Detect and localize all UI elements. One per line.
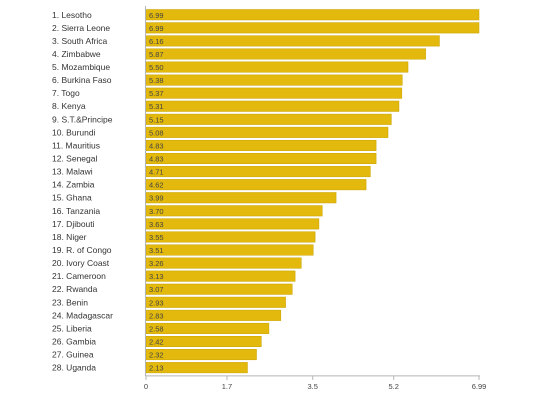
bar-value-label: 3.99 — [149, 194, 164, 203]
category-label: 23. Benin — [52, 297, 88, 307]
category-label: 27. Guinea — [52, 350, 94, 360]
bar-value-label: 5.87 — [149, 50, 164, 59]
bar-value-label: 3.51 — [149, 246, 164, 255]
bar-value-label: 2.58 — [149, 324, 164, 333]
bar-value-label: 2.32 — [149, 351, 164, 360]
bar-value-label: 5.08 — [149, 128, 164, 137]
bar-value-label: 6.99 — [149, 11, 164, 20]
bar[interactable] — [145, 296, 286, 308]
bar-value-label: 6.99 — [149, 24, 164, 33]
category-label: 11. Mauritius — [52, 140, 100, 150]
bar-value-label: 5.31 — [149, 102, 164, 111]
bar[interactable] — [145, 322, 270, 334]
bars: 1. Lesotho 6.99 2. Sierra Leone 6.99 3. Sout… — [52, 9, 480, 374]
bar[interactable] — [145, 309, 282, 321]
category-label: 4. Zimbabwe — [52, 49, 101, 59]
bar-value-label: 5.15 — [149, 115, 164, 124]
category-label: 19. R. of Congo — [52, 245, 112, 255]
bar[interactable] — [145, 231, 316, 243]
bar[interactable] — [145, 283, 293, 295]
bar-value-label: 4.71 — [149, 168, 164, 177]
bar[interactable] — [145, 48, 426, 60]
bar-value-label: 5.50 — [149, 63, 164, 72]
x-tick-label: 0 — [144, 382, 148, 391]
category-label: 26. Gambia — [52, 337, 96, 347]
category-label: 16. Tanzania — [52, 206, 100, 216]
category-label: 2. Sierra Leone — [52, 23, 110, 33]
category-label: 13. Malawi — [52, 167, 93, 177]
bar[interactable] — [145, 61, 409, 73]
bar[interactable] — [145, 113, 392, 125]
bar[interactable] — [145, 35, 440, 47]
category-label: 24. Madagascar — [52, 310, 113, 320]
bar-value-label: 3.26 — [149, 259, 164, 268]
bar[interactable] — [145, 22, 480, 34]
bar-value-label: 3.55 — [149, 233, 164, 242]
bar[interactable] — [145, 100, 400, 112]
bar-value-label: 6.16 — [149, 37, 164, 46]
bar-value-label: 4.83 — [149, 141, 164, 150]
x-tick-label: 3.5 — [308, 382, 318, 391]
bar[interactable] — [145, 9, 480, 21]
bar[interactable] — [145, 218, 320, 230]
category-label: 8. Kenya — [52, 101, 86, 111]
x-tick-label: 1.7 — [222, 382, 232, 391]
category-label: 15. Ghana — [52, 193, 92, 203]
category-label: 7. Togo — [52, 88, 80, 98]
bar-value-label: 4.83 — [149, 155, 164, 164]
bar-value-label: 5.37 — [149, 89, 164, 98]
bar[interactable] — [145, 74, 403, 86]
bar-value-label: 5.38 — [149, 76, 164, 85]
category-label: 5. Mozambique — [52, 62, 110, 72]
category-label: 17. Djibouti — [52, 219, 95, 229]
bar[interactable] — [145, 126, 389, 138]
bar-value-label: 3.63 — [149, 220, 164, 229]
bar[interactable] — [145, 270, 296, 282]
bar-value-label: 4.62 — [149, 181, 164, 190]
bar[interactable] — [145, 179, 367, 191]
bar[interactable] — [145, 192, 337, 204]
bar-value-label: 2.42 — [149, 338, 164, 347]
bar[interactable] — [145, 166, 371, 178]
bar[interactable] — [145, 205, 323, 217]
bar[interactable] — [145, 257, 302, 269]
x-tick-label: 5.2 — [389, 382, 399, 391]
category-label: 10. Burundi — [52, 127, 96, 137]
category-label: 1. Lesotho — [52, 10, 92, 20]
bar[interactable] — [145, 153, 377, 165]
category-label: 22. Rwanda — [52, 284, 98, 294]
bar[interactable] — [145, 244, 314, 256]
bar-value-label: 2.83 — [149, 311, 164, 320]
category-label: 9. S.T.&Principe — [52, 114, 113, 124]
category-label: 14. Zambia — [52, 180, 95, 190]
category-label: 25. Liberia — [52, 323, 92, 333]
category-label: 18. Niger — [52, 232, 87, 242]
bar[interactable] — [145, 87, 403, 99]
category-label: 21. Cameroon — [52, 271, 106, 281]
category-label: 28. Uganda — [52, 363, 96, 373]
category-label: 6. Burkina Faso — [52, 75, 112, 85]
bar[interactable] — [145, 139, 377, 151]
category-label: 12. Senegal — [52, 154, 97, 164]
x-tick-label: 6.99 — [472, 382, 487, 391]
x-axis-ticks: 0 1.7 3.5 5.2 6.99 — [144, 375, 487, 391]
bar-value-label: 3.70 — [149, 207, 164, 216]
category-label: 20. Ivory Coast — [52, 258, 110, 268]
bar-value-label: 2.13 — [149, 364, 164, 373]
bar-value-label: 3.07 — [149, 285, 164, 294]
bar-value-label: 2.93 — [149, 298, 164, 307]
bar-value-label: 3.13 — [149, 272, 164, 281]
category-label: 3. South Africa — [52, 36, 108, 46]
